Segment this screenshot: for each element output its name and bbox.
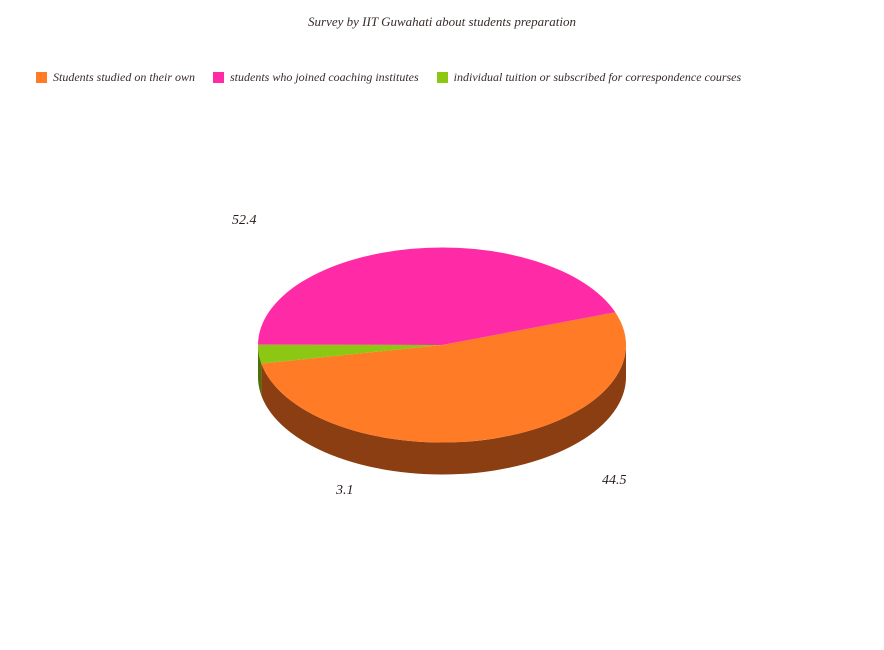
pie-chart: 52.4 44.5 3.1 (0, 85, 884, 585)
legend-label: students who joined coaching institutes (230, 70, 419, 85)
legend-swatch-2 (437, 72, 448, 83)
data-label-1: 44.5 (602, 473, 627, 489)
legend-label: individual tuition or subscribed for cor… (454, 70, 742, 85)
data-label-2: 3.1 (336, 483, 354, 499)
legend-item: individual tuition or subscribed for cor… (437, 70, 742, 85)
pie-svg (182, 185, 702, 545)
legend-label: Students studied on their own (53, 70, 195, 85)
chart-title: Survey by IIT Guwahati about students pr… (0, 0, 884, 30)
legend-swatch-1 (213, 72, 224, 83)
legend-item: Students studied on their own (36, 70, 195, 85)
legend: Students studied on their own students w… (0, 30, 884, 85)
legend-item: students who joined coaching institutes (213, 70, 419, 85)
data-label-0: 52.4 (232, 213, 257, 229)
legend-swatch-0 (36, 72, 47, 83)
